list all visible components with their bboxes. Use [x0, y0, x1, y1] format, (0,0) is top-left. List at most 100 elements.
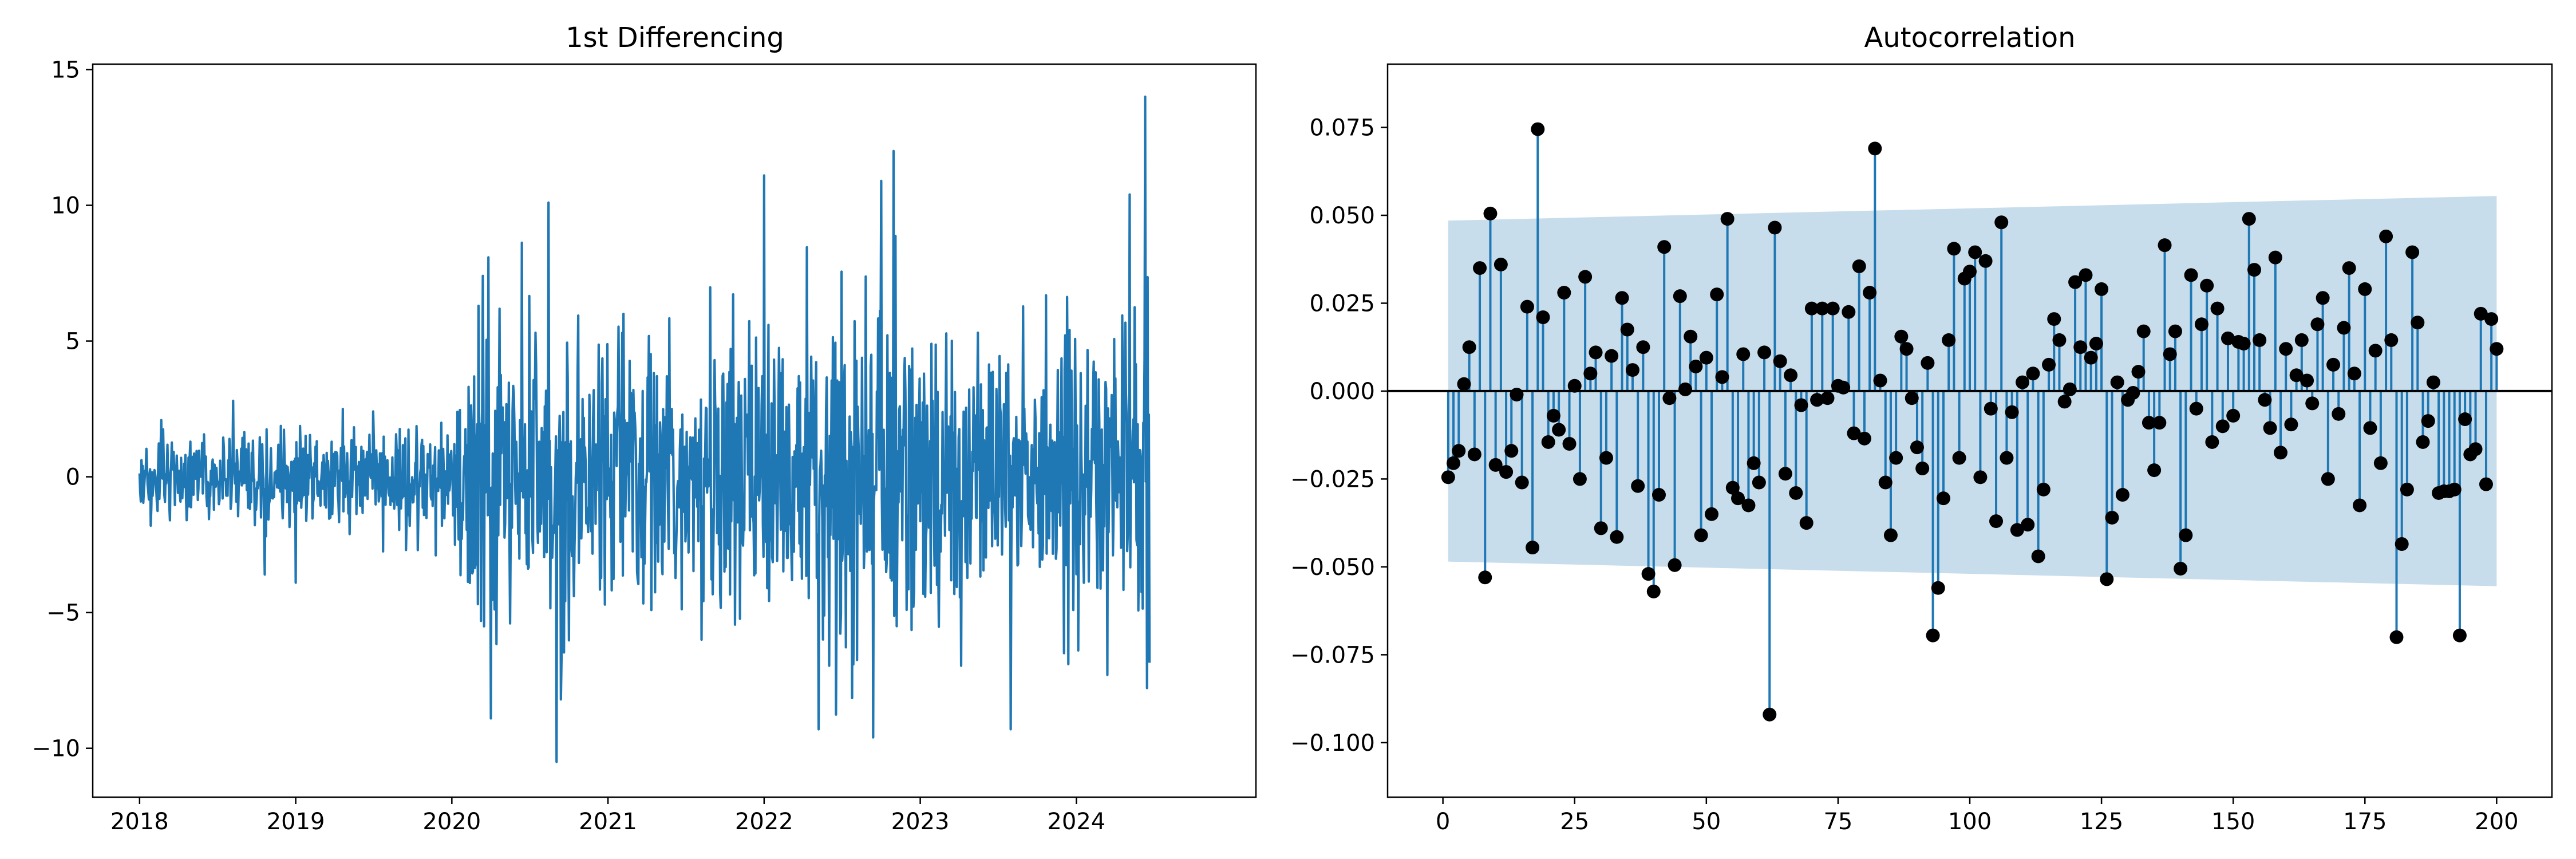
acf-point: [2474, 306, 2488, 321]
acf-point: [1794, 398, 1808, 412]
acf-point: [2115, 488, 2129, 502]
acf-point: [1636, 340, 1650, 354]
acf-point: [2215, 419, 2230, 434]
acf-point: [2089, 337, 2103, 351]
acf-point: [2421, 414, 2435, 428]
acf-point: [2268, 250, 2282, 265]
acf-point: [1441, 470, 1455, 484]
acf-point: [2189, 401, 2203, 416]
acf-point: [2142, 416, 2156, 430]
acf-point: [2279, 342, 2293, 356]
acf-point: [1942, 333, 1956, 347]
acf-point: [1705, 507, 1719, 521]
acf-point: [1773, 354, 1787, 368]
autocorrelation-x-axis: 0 25 50 75 100 125 150 175 200: [1436, 797, 2519, 835]
acf-point: [2126, 386, 2140, 400]
acf-point: [2036, 482, 2050, 497]
acf-point: [2184, 268, 2198, 282]
acf-point: [2000, 451, 2014, 465]
y-tick-label: −5: [46, 600, 80, 626]
acf-point: [1631, 479, 1645, 493]
acf-point: [2416, 435, 2430, 449]
acf-point: [1784, 368, 1798, 383]
x-tick-label: 2021: [579, 809, 637, 835]
acf-point: [2005, 405, 2019, 419]
acf-point: [1968, 245, 1982, 259]
acf-point: [1578, 270, 1593, 284]
acf-point: [1899, 342, 1914, 356]
acf-point: [2353, 498, 2367, 513]
acf-point: [2205, 435, 2219, 449]
acf-point: [1921, 356, 1935, 370]
acf-point: [1826, 301, 1840, 316]
acf-point: [2405, 245, 2420, 259]
acf-point: [1889, 451, 1903, 465]
acf-point: [2347, 367, 2361, 381]
acf-point: [1462, 340, 1476, 354]
acf-point: [1978, 254, 1993, 268]
acf-point: [2073, 340, 2088, 354]
acf-point: [1678, 382, 1693, 396]
acf-point: [1994, 215, 2009, 230]
y-tick-label: −0.050: [1290, 554, 1375, 581]
acf-point: [1467, 447, 1481, 462]
acf-point: [2316, 291, 2330, 305]
acf-point: [1710, 287, 1724, 302]
acf-point: [1494, 257, 1508, 271]
acf-point: [2031, 549, 2045, 564]
acf-point: [1668, 558, 1682, 572]
acf-point: [2274, 446, 2288, 460]
acf-point: [2179, 528, 2193, 542]
acf-point: [1504, 444, 1519, 458]
differencing-plot-area: [138, 95, 1151, 763]
acf-point: [1894, 329, 1909, 344]
acf-point: [1452, 444, 1466, 458]
acf-point: [2452, 628, 2467, 643]
acf-markers: [1441, 122, 2504, 722]
acf-point: [1625, 363, 1639, 377]
acf-point: [2289, 368, 2304, 383]
y-tick-label: −0.075: [1290, 642, 1375, 668]
acf-point: [2095, 282, 2109, 296]
autocorrelation-plot-frame: [1386, 63, 2553, 798]
acf-point: [1594, 521, 1608, 535]
acf-point: [2284, 417, 2298, 432]
acf-point: [2379, 229, 2393, 243]
differencing-series: [138, 95, 1151, 763]
acf-point: [1541, 435, 1555, 449]
acf-point: [1684, 329, 1698, 344]
acf-point: [2237, 337, 2251, 351]
acf-point: [1473, 261, 1487, 275]
acf-point: [2079, 268, 2093, 282]
acf-point: [1747, 456, 1761, 470]
acf-point: [1657, 240, 1672, 254]
acf-point: [1720, 212, 1735, 226]
acf-point: [2294, 333, 2309, 347]
acf-point: [1910, 440, 1924, 455]
acf-point: [1478, 570, 1492, 585]
acf-point: [1947, 242, 1961, 256]
differencing-chart: 1st Differencing −10 −5 0 5 10 15 2018 2019 202…: [32, 22, 1257, 835]
acf-point: [1952, 451, 1966, 465]
x-tick-label: 175: [2343, 809, 2387, 835]
acf-point: [2484, 312, 2499, 326]
acf-point: [1499, 465, 1514, 479]
acf-point: [1842, 305, 1856, 319]
acf-point: [2321, 472, 2335, 486]
acf-point: [2358, 282, 2372, 296]
autocorrelation-chart: Autocorrelation −0.100 −0.075 −0.050 −0.025…: [1290, 22, 2553, 835]
acf-point: [1652, 488, 1666, 502]
acf-point: [1863, 286, 1877, 300]
acf-point: [1562, 437, 1577, 451]
autocorrelation-chart-title: Autocorrelation: [1864, 22, 2076, 54]
acf-point: [2016, 375, 2030, 389]
acf-point: [2368, 344, 2383, 358]
acf-point: [1673, 289, 1687, 304]
acf-point: [1984, 401, 1998, 416]
y-tick-label: 15: [51, 57, 80, 83]
acf-point: [2395, 537, 2409, 551]
differencing-chart-title: 1st Differencing: [566, 22, 784, 54]
y-tick-label: 0.000: [1309, 379, 1375, 405]
acf-point: [1589, 345, 1603, 360]
